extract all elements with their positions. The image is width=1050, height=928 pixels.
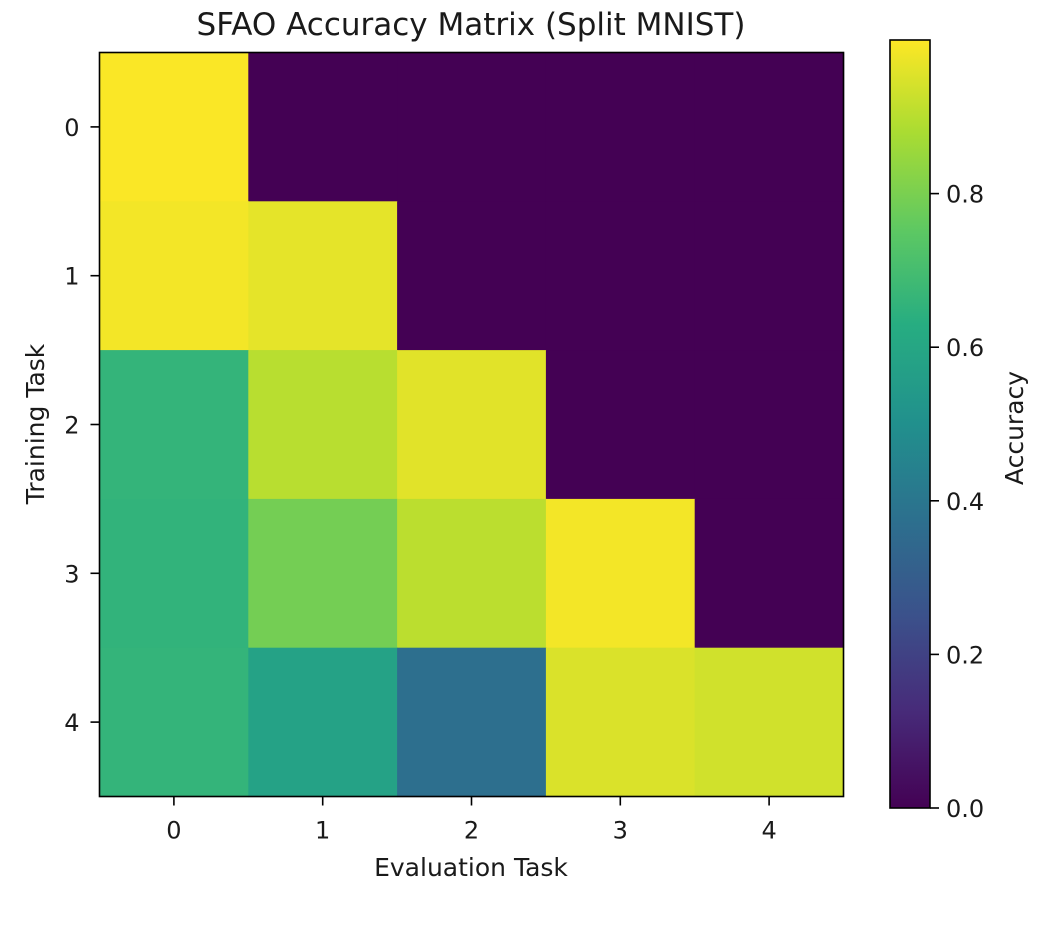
- y-tick-label: 4: [64, 709, 79, 737]
- x-tick-label: 2: [464, 817, 479, 845]
- heatmap-cell-4-2: [397, 647, 547, 798]
- heatmap-cell-1-3: [545, 201, 696, 351]
- heatmap-cell-4-1: [248, 647, 398, 798]
- heatmap-cells: [99, 52, 845, 798]
- heatmap-cell-3-0: [99, 498, 249, 649]
- heatmap-cell-3-3: [545, 498, 696, 649]
- x-tick-label: 4: [761, 817, 776, 845]
- heatmap-cell-2-3: [545, 350, 696, 500]
- y-tick-label: 0: [64, 114, 79, 142]
- colorbar: [889, 39, 931, 809]
- heatmap-cell-0-1: [248, 52, 398, 202]
- colorbar-tick-label: 0.0: [946, 795, 984, 823]
- colorbar-tick-label: 0.8: [946, 181, 984, 209]
- y-axis-label: Training Task: [21, 343, 50, 505]
- colorbar-label: Accuracy: [1000, 371, 1029, 485]
- chart-title: SFAO Accuracy Matrix (Split MNIST): [197, 7, 746, 43]
- heatmap-cell-2-4: [694, 350, 845, 500]
- heatmap-cell-0-4: [694, 52, 845, 202]
- x-tick-label: 0: [166, 817, 181, 845]
- heatmap-cell-3-2: [397, 498, 547, 649]
- heatmap-cell-4-3: [545, 647, 696, 798]
- colorbar-ticks: 0.0 0.2 0.4 0.6 0.8: [930, 181, 984, 823]
- y-tick-label: 2: [64, 412, 79, 440]
- heatmap-cell-4-4: [694, 647, 845, 798]
- x-tick-label: 3: [613, 817, 628, 845]
- colorbar-tick-label: 0.6: [946, 334, 984, 362]
- heatmap-cell-2-0: [99, 350, 249, 500]
- y-tick-label: 1: [64, 263, 79, 291]
- colorbar-tick-label: 0.2: [946, 641, 984, 669]
- heatmap-cell-0-3: [545, 52, 696, 202]
- heatmap-cell-0-2: [397, 52, 547, 202]
- x-axis-label: Evaluation Task: [374, 853, 568, 882]
- heatmap-cell-2-1: [248, 350, 398, 500]
- heatmap-cell-1-0: [99, 201, 249, 351]
- colorbar-tick-label: 0.4: [946, 488, 984, 516]
- heatmap-cell-3-4: [694, 498, 845, 649]
- x-axis-ticks: 0 1 2 3 4: [166, 796, 777, 845]
- heatmap-cell-1-4: [694, 201, 845, 351]
- heatmap-cell-1-2: [397, 201, 547, 351]
- heatmap-cell-4-0: [99, 647, 249, 798]
- heatmap-cell-0-0: [99, 52, 249, 202]
- heatmap-cell-2-2: [397, 350, 547, 500]
- y-axis-ticks: 0 1 2 3 4: [64, 114, 100, 737]
- heatmap-cell-3-1: [248, 498, 398, 649]
- x-tick-label: 1: [315, 817, 330, 845]
- heatmap-cell-1-1: [248, 201, 398, 351]
- y-tick-label: 3: [64, 560, 79, 588]
